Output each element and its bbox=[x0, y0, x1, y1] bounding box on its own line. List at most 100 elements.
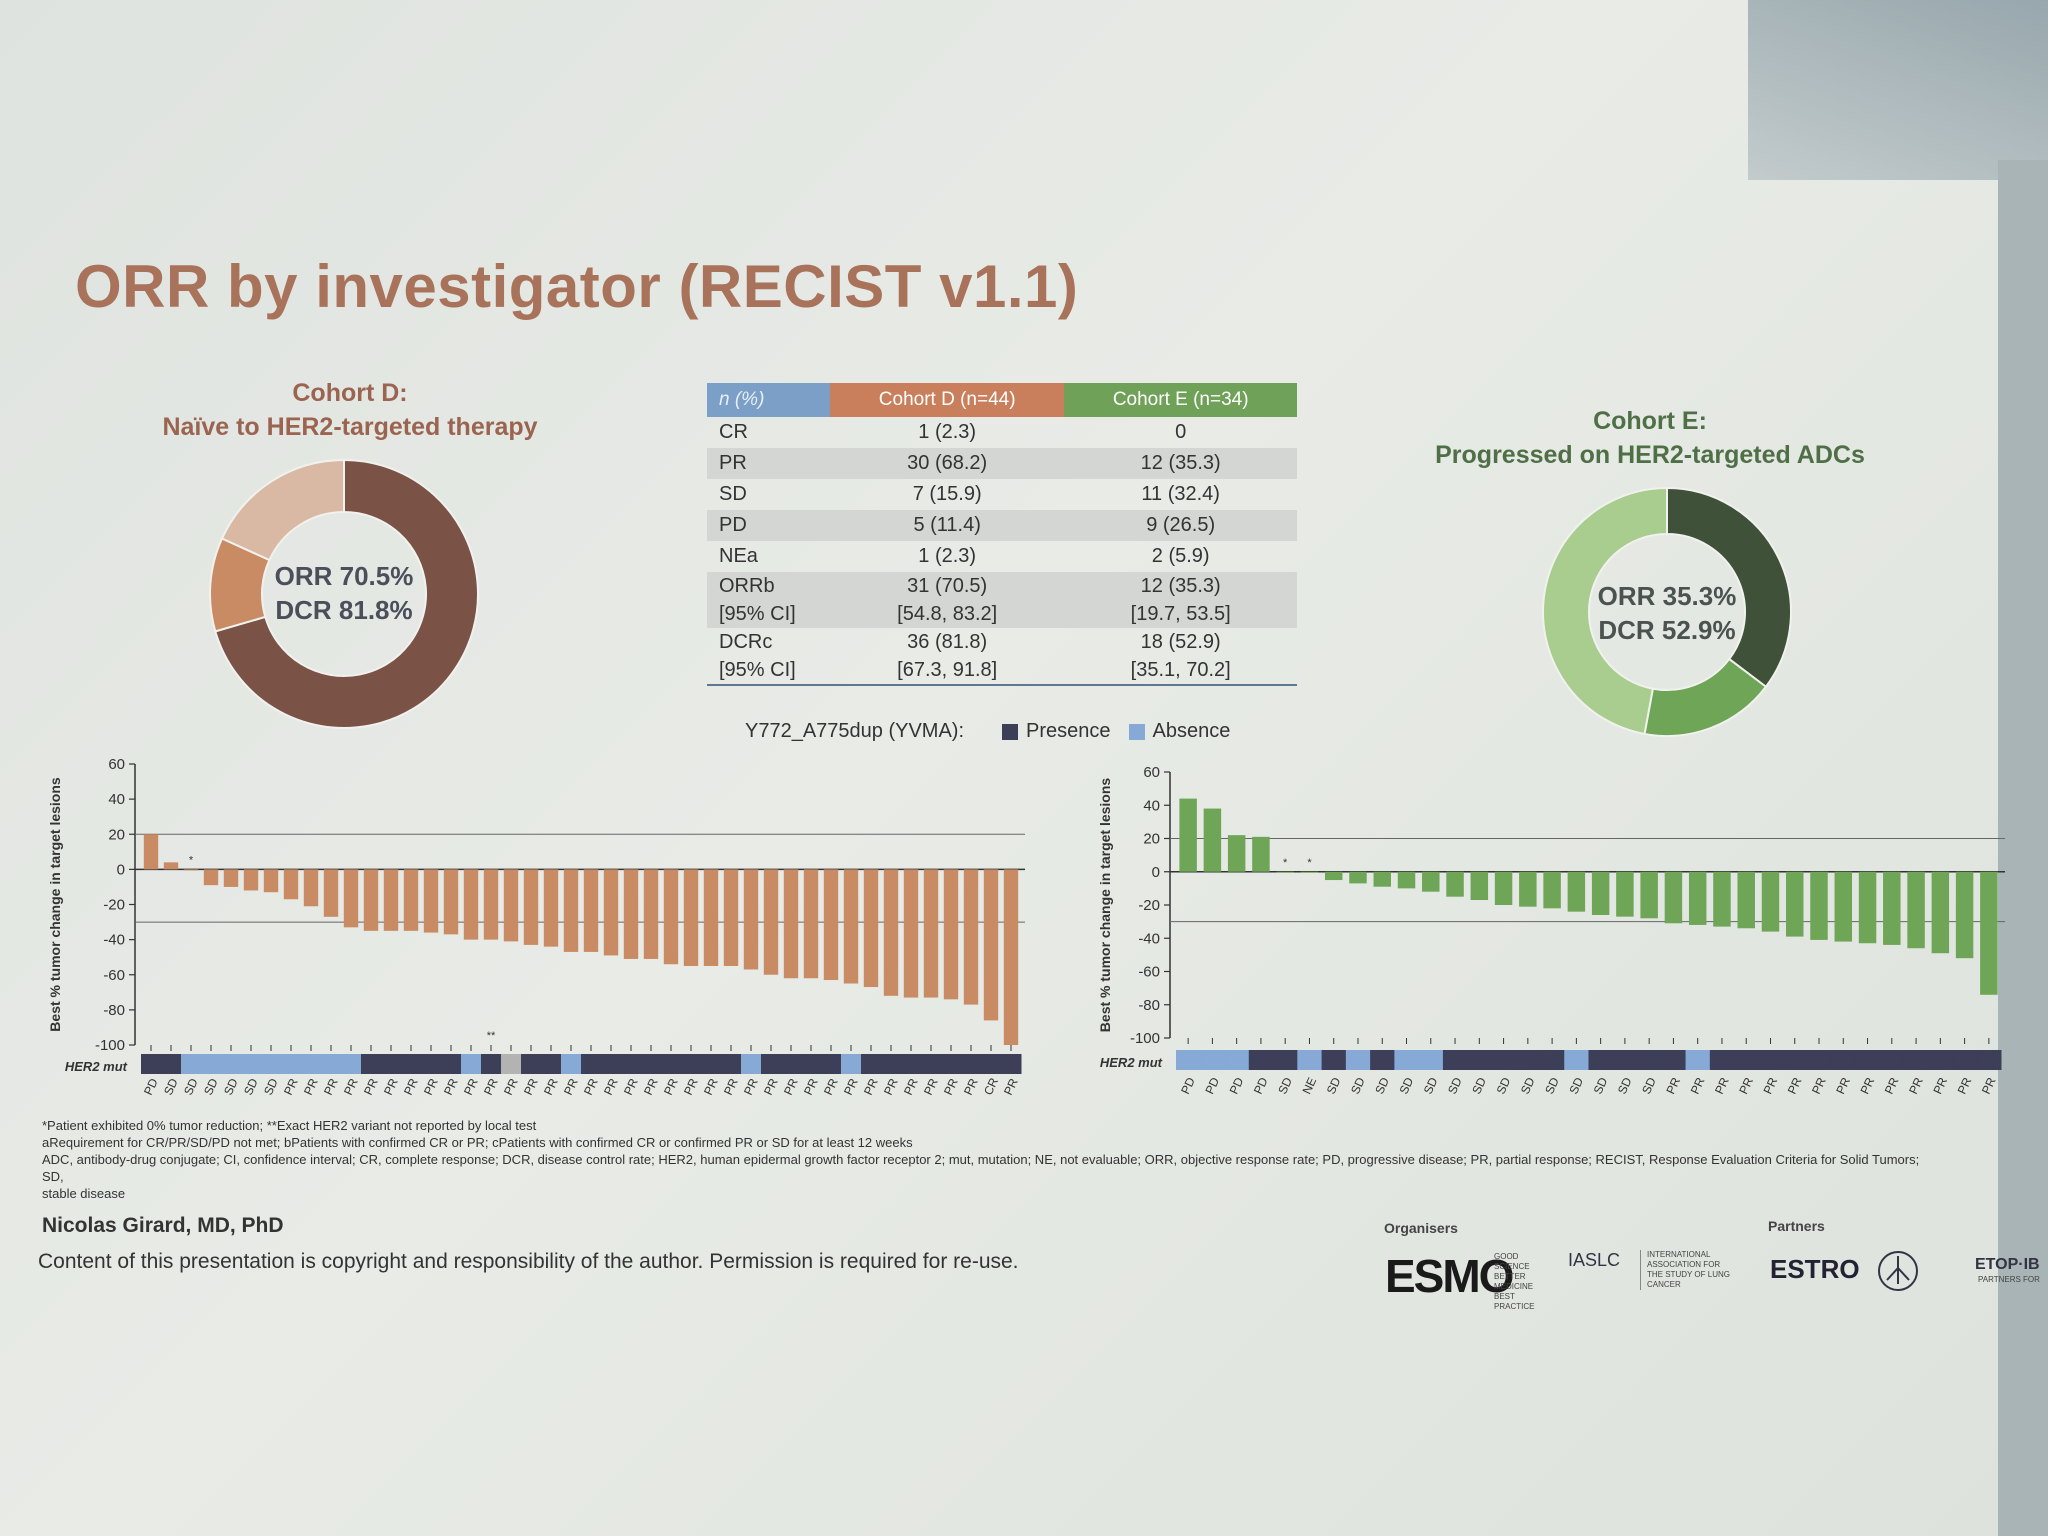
yvma-strip-cell bbox=[1001, 1054, 1022, 1074]
yvma-strip-cell bbox=[781, 1054, 802, 1074]
row-label: DCRc bbox=[719, 630, 773, 653]
cohort-e-donut-label: ORR 35.3% DCR 52.9% bbox=[1567, 579, 1767, 647]
bar bbox=[663, 869, 679, 965]
response-label: PR bbox=[1001, 1076, 1021, 1097]
response-label: SD bbox=[1542, 1075, 1562, 1096]
bar bbox=[1543, 871, 1561, 909]
y-tick-label: 40 bbox=[108, 791, 125, 808]
bar bbox=[1834, 871, 1853, 942]
response-label: SD bbox=[1591, 1075, 1611, 1096]
yvma-strip-cell bbox=[1176, 1050, 1201, 1070]
cohort-d-cell: [67.3, 91.8] bbox=[830, 656, 1065, 686]
yvma-strip-cell bbox=[241, 1054, 262, 1074]
response-label: PR bbox=[541, 1076, 561, 1097]
response-label: PR bbox=[421, 1076, 441, 1097]
cohort-e-dcr: DCR 52.9% bbox=[1598, 615, 1736, 645]
legend-presence-label: Presence bbox=[1026, 720, 1111, 742]
esmo-logo-tagline: GOOD SCIENCE BETTER MEDICINE BEST PRACTI… bbox=[1494, 1252, 1535, 1311]
response-label: PR bbox=[461, 1076, 481, 1097]
yvma-strip-cell bbox=[1200, 1050, 1226, 1070]
bar bbox=[263, 869, 279, 893]
footnote-4: stable disease bbox=[42, 1186, 126, 1201]
yvma-strip-cell bbox=[901, 1054, 922, 1074]
bar bbox=[143, 834, 159, 870]
response-label: PD bbox=[1227, 1075, 1247, 1096]
bar bbox=[1955, 871, 1974, 959]
row-label: PR bbox=[707, 448, 830, 479]
yvma-strip-cell bbox=[801, 1054, 822, 1074]
response-label: PR bbox=[1833, 1075, 1853, 1096]
y-tick-label: -80 bbox=[1138, 997, 1160, 1014]
yvma-strip-cell bbox=[1564, 1050, 1589, 1070]
bar bbox=[1300, 871, 1319, 873]
yvma-strip-cell bbox=[461, 1054, 482, 1074]
yvma-strip-cell bbox=[221, 1054, 242, 1074]
cohort-e-cell: 18 (52.9) bbox=[1140, 630, 1221, 653]
response-label: PR bbox=[1979, 1075, 1999, 1096]
bar bbox=[1664, 871, 1683, 924]
yvma-strip-cell bbox=[1491, 1050, 1517, 1070]
response-label: PR bbox=[1688, 1075, 1708, 1096]
response-label: PR bbox=[1882, 1075, 1902, 1096]
response-label: PR bbox=[901, 1076, 921, 1097]
yvma-strip-cell bbox=[541, 1054, 562, 1074]
cohort-e-cell: [35.1, 70.2] bbox=[1064, 656, 1297, 686]
cohort-e-orr: ORR 35.3% bbox=[1597, 581, 1737, 611]
yvma-strip-cell bbox=[741, 1054, 762, 1074]
bar bbox=[323, 869, 339, 917]
response-label: SD bbox=[1324, 1075, 1344, 1096]
y-tick-label: 0 bbox=[1152, 864, 1160, 881]
y-tick-label: 40 bbox=[1143, 797, 1160, 814]
response-label: SD bbox=[161, 1076, 181, 1097]
y-tick-label: 20 bbox=[108, 826, 125, 843]
response-label: PR bbox=[1809, 1075, 1829, 1096]
footnote-2: aRequirement for CR/PR/SD/PD not met; bP… bbox=[42, 1135, 913, 1150]
response-label: PR bbox=[741, 1076, 761, 1097]
bar bbox=[1494, 871, 1513, 905]
yvma-strip-cell bbox=[961, 1054, 982, 1074]
yvma-strip-cell bbox=[1442, 1050, 1468, 1070]
cohort-d-cell: [54.8, 83.2] bbox=[830, 600, 1065, 628]
legend-title: Y772_A775dup (YVMA): bbox=[745, 720, 965, 742]
cohort-e-cell: 11 (32.4) bbox=[1141, 483, 1220, 505]
cohort-d-cell: 7 (15.9) bbox=[912, 483, 982, 505]
yvma-strip-cell bbox=[601, 1054, 622, 1074]
yvma-strip-cell bbox=[841, 1054, 862, 1074]
presence-swatch bbox=[1002, 723, 1019, 740]
header-cohort-e: Cohort E (n=34) bbox=[1064, 383, 1297, 417]
table-row: ORRb 31 (70.5) 12 (35.3) bbox=[707, 572, 1297, 600]
bar bbox=[1640, 871, 1658, 919]
response-label: SD bbox=[1615, 1075, 1635, 1096]
bar bbox=[423, 869, 439, 933]
cohort-e-cell: 0 bbox=[1175, 421, 1187, 443]
bar bbox=[1324, 871, 1343, 881]
yvma-strip-cell bbox=[761, 1054, 782, 1074]
response-label: PR bbox=[581, 1076, 601, 1097]
bar bbox=[203, 869, 219, 886]
bar bbox=[543, 869, 559, 947]
response-label: SD bbox=[241, 1076, 261, 1097]
bar bbox=[1616, 871, 1634, 917]
bar bbox=[1591, 871, 1610, 915]
yvma-strip-cell bbox=[1685, 1050, 1711, 1070]
cohort-d-label: Cohort D: Naïve to HER2-targeted therapy bbox=[130, 376, 570, 444]
response-label: SD bbox=[181, 1076, 201, 1097]
bar bbox=[443, 869, 459, 935]
response-label: PR bbox=[501, 1076, 521, 1097]
bar bbox=[1858, 871, 1877, 944]
y-axis-label: Best % tumor change in target lesions bbox=[47, 777, 63, 1032]
cohort-d-donut-chart bbox=[209, 458, 479, 729]
yvma-strip-cell bbox=[661, 1054, 682, 1074]
table-row: CR 1 (2.3) 0 bbox=[707, 417, 1297, 448]
cohort-e-cell: 2 (5.9) bbox=[1151, 545, 1210, 567]
bar bbox=[1907, 871, 1925, 949]
yvma-strip-cell bbox=[1588, 1050, 1614, 1070]
response-label: PR bbox=[1736, 1075, 1756, 1096]
room-wall-edge bbox=[1998, 160, 2048, 1536]
row-label: PD bbox=[707, 510, 830, 541]
bar bbox=[283, 869, 299, 900]
bar bbox=[1276, 871, 1294, 873]
row-label: SD bbox=[719, 483, 747, 505]
yvma-strip-cell bbox=[301, 1054, 322, 1074]
header-cohort-d: Cohort D (n=44) bbox=[830, 383, 1065, 417]
